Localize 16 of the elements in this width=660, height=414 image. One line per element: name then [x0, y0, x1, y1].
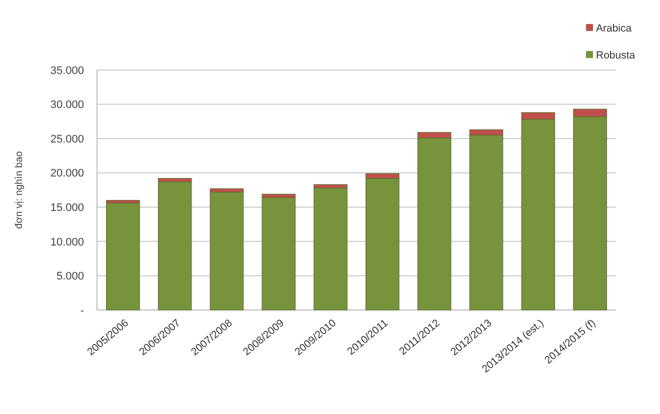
legend-label: Robusta — [596, 50, 636, 62]
bar — [106, 202, 140, 310]
bar — [262, 197, 296, 310]
y-tick-label: 5.000 — [56, 270, 84, 283]
y-axis-title: đơn vị: nghìn bao — [14, 150, 25, 229]
y-tick-label: 20.000 — [50, 168, 84, 180]
y-tick-label: 35.000 — [50, 64, 84, 77]
legend-label: Arabica — [596, 22, 632, 35]
y-tick-label: 10.000 — [50, 236, 84, 248]
y-tick-label: 15.000 — [50, 202, 84, 214]
y-tick-label: - — [80, 304, 84, 317]
y-tick-label: 30.000 — [50, 99, 84, 112]
bar — [158, 181, 192, 310]
y-tick-label: 25.000 — [50, 133, 84, 146]
bar — [314, 188, 348, 310]
bar — [210, 192, 244, 310]
